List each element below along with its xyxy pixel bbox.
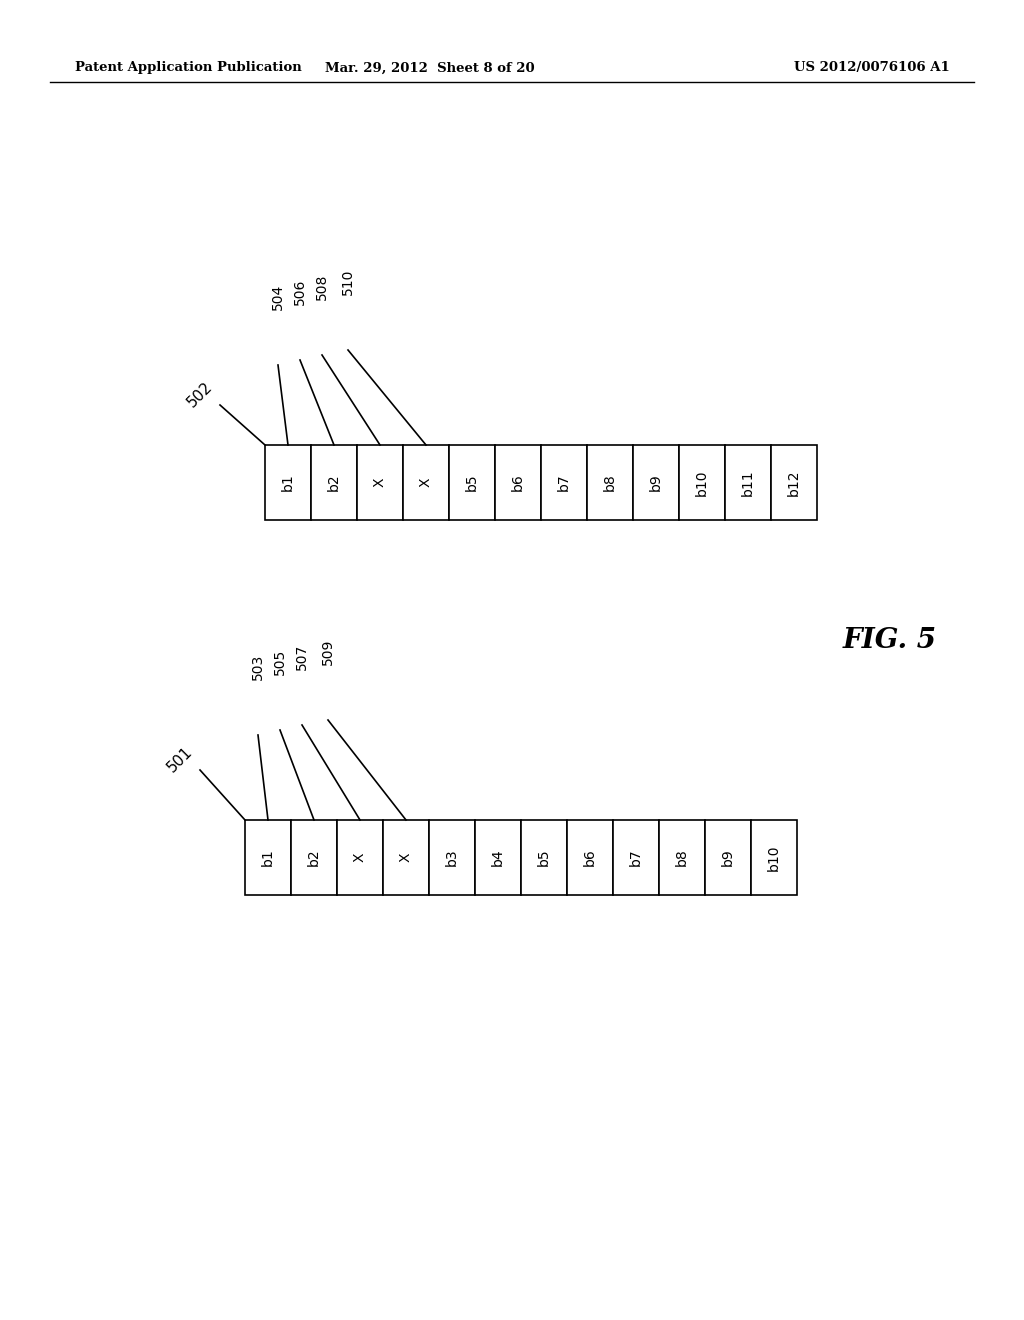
Bar	[705, 820, 751, 895]
Bar	[679, 445, 725, 520]
Bar	[475, 820, 521, 895]
Text: b10: b10	[767, 845, 781, 871]
Text: b11: b11	[741, 469, 755, 496]
Text: 503: 503	[251, 653, 265, 680]
Bar	[383, 820, 429, 895]
Text: X: X	[399, 853, 413, 862]
Text: b12: b12	[787, 469, 801, 496]
Bar	[567, 820, 613, 895]
Text: 504: 504	[271, 284, 285, 310]
Text: 505: 505	[273, 648, 287, 675]
Text: b6: b6	[583, 849, 597, 866]
Bar	[403, 445, 449, 520]
Text: 502: 502	[184, 379, 215, 411]
Bar	[337, 820, 383, 895]
Bar	[245, 820, 291, 895]
Bar	[751, 820, 797, 895]
Text: b9: b9	[649, 474, 663, 491]
Bar	[495, 445, 541, 520]
Text: 501: 501	[165, 744, 196, 776]
Text: b8: b8	[603, 474, 617, 491]
Bar	[633, 445, 679, 520]
Text: 509: 509	[321, 639, 335, 665]
Text: 508: 508	[315, 273, 329, 300]
Text: b6: b6	[511, 474, 525, 491]
Text: b5: b5	[537, 849, 551, 866]
Text: b5: b5	[465, 474, 479, 491]
Bar	[265, 445, 311, 520]
Text: b10: b10	[695, 469, 709, 496]
Bar	[429, 820, 475, 895]
Text: X: X	[419, 478, 433, 487]
Text: Patent Application Publication: Patent Application Publication	[75, 62, 302, 74]
Text: X: X	[353, 853, 367, 862]
Text: b3: b3	[445, 849, 459, 866]
Bar	[357, 445, 403, 520]
Bar	[521, 820, 567, 895]
Bar	[311, 445, 357, 520]
Bar	[613, 820, 659, 895]
Text: FIG. 5: FIG. 5	[843, 627, 937, 653]
Text: X: X	[373, 478, 387, 487]
Text: b2: b2	[327, 474, 341, 491]
Bar	[449, 445, 495, 520]
Text: b4: b4	[490, 849, 505, 866]
Text: b7: b7	[557, 474, 571, 491]
Bar	[587, 445, 633, 520]
Bar	[725, 445, 771, 520]
Text: b8: b8	[675, 849, 689, 866]
Text: 506: 506	[293, 279, 307, 305]
Text: b9: b9	[721, 849, 735, 866]
Bar	[291, 820, 337, 895]
Text: b2: b2	[307, 849, 321, 866]
Bar	[659, 820, 705, 895]
Text: b1: b1	[281, 474, 295, 491]
Bar	[541, 445, 587, 520]
Bar	[771, 445, 817, 520]
Text: 510: 510	[341, 269, 355, 294]
Text: Mar. 29, 2012  Sheet 8 of 20: Mar. 29, 2012 Sheet 8 of 20	[326, 62, 535, 74]
Text: US 2012/0076106 A1: US 2012/0076106 A1	[795, 62, 950, 74]
Text: b1: b1	[261, 849, 275, 866]
Text: b7: b7	[629, 849, 643, 866]
Text: 507: 507	[295, 644, 309, 671]
